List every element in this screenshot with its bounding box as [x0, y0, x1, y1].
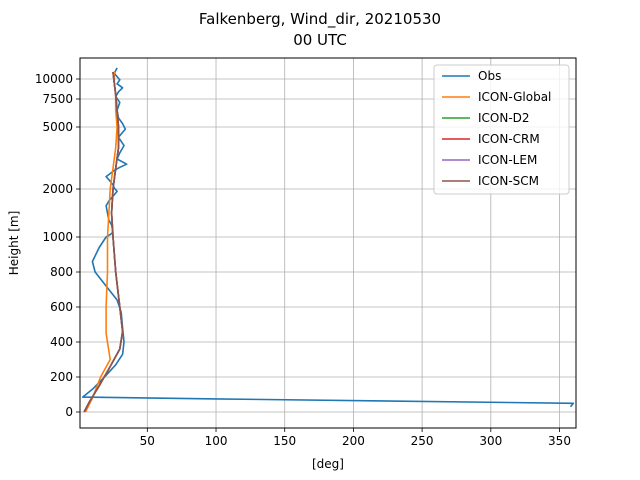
- series-line-icon-scm: [83, 71, 124, 413]
- legend-entry: ICON-Global: [442, 90, 551, 104]
- x-tick-label: 150: [273, 434, 296, 448]
- x-tick-label: 300: [479, 434, 502, 448]
- chart-title-line2: 00 UTC: [293, 31, 347, 49]
- y-tick-label: 2000: [42, 182, 73, 196]
- legend-entry: ICON-LEM: [442, 153, 537, 167]
- legend-label-icon-d2: ICON-D2: [478, 111, 530, 125]
- legend-entry: Obs: [442, 69, 501, 83]
- legend-label-icon-global: ICON-Global: [478, 90, 551, 104]
- chart-title-line1: Falkenberg, Wind_dir, 20210530: [199, 10, 441, 29]
- legend: Obs ICON-Global ICON-D2 ICON-CRM ICON-LE…: [433, 64, 570, 195]
- series-line-icon-global: [84, 72, 118, 413]
- legend-label-icon-lem: ICON-LEM: [478, 153, 537, 167]
- x-axis-label: [deg]: [312, 457, 344, 471]
- legend-label-icon-scm: ICON-SCM: [478, 174, 539, 188]
- y-tick-label: 600: [50, 300, 73, 314]
- x-tick-label: 50: [140, 434, 155, 448]
- x-tick-label: 250: [411, 434, 434, 448]
- axis-ticks: 50 100 150 200 250 300 350 0 200 400 600 800 1000 200…: [35, 72, 571, 448]
- legend-entry: ICON-D2: [442, 111, 530, 125]
- y-tick-label: 200: [50, 370, 73, 384]
- y-tick-label: 5000: [42, 120, 73, 134]
- y-tick-label: 10000: [35, 72, 73, 86]
- y-tick-label: 400: [50, 335, 73, 349]
- x-tick-label: 200: [342, 434, 365, 448]
- y-tick-label: 800: [50, 265, 73, 279]
- series-lines: [81, 67, 575, 413]
- y-tick-label: 1000: [42, 230, 73, 244]
- y-tick-label: 7500: [42, 92, 73, 106]
- plot-area-frame: [79, 57, 577, 429]
- y-tick-label: 0: [65, 405, 73, 419]
- x-tick-label: 100: [205, 434, 228, 448]
- legend-label-obs: Obs: [478, 69, 501, 83]
- x-tick-label: 350: [548, 434, 571, 448]
- legend-entry: ICON-CRM: [442, 132, 540, 146]
- y-axis-label: Height [m]: [7, 211, 21, 276]
- legend-entry: ICON-SCM: [442, 174, 539, 188]
- legend-label-icon-crm: ICON-CRM: [478, 132, 540, 146]
